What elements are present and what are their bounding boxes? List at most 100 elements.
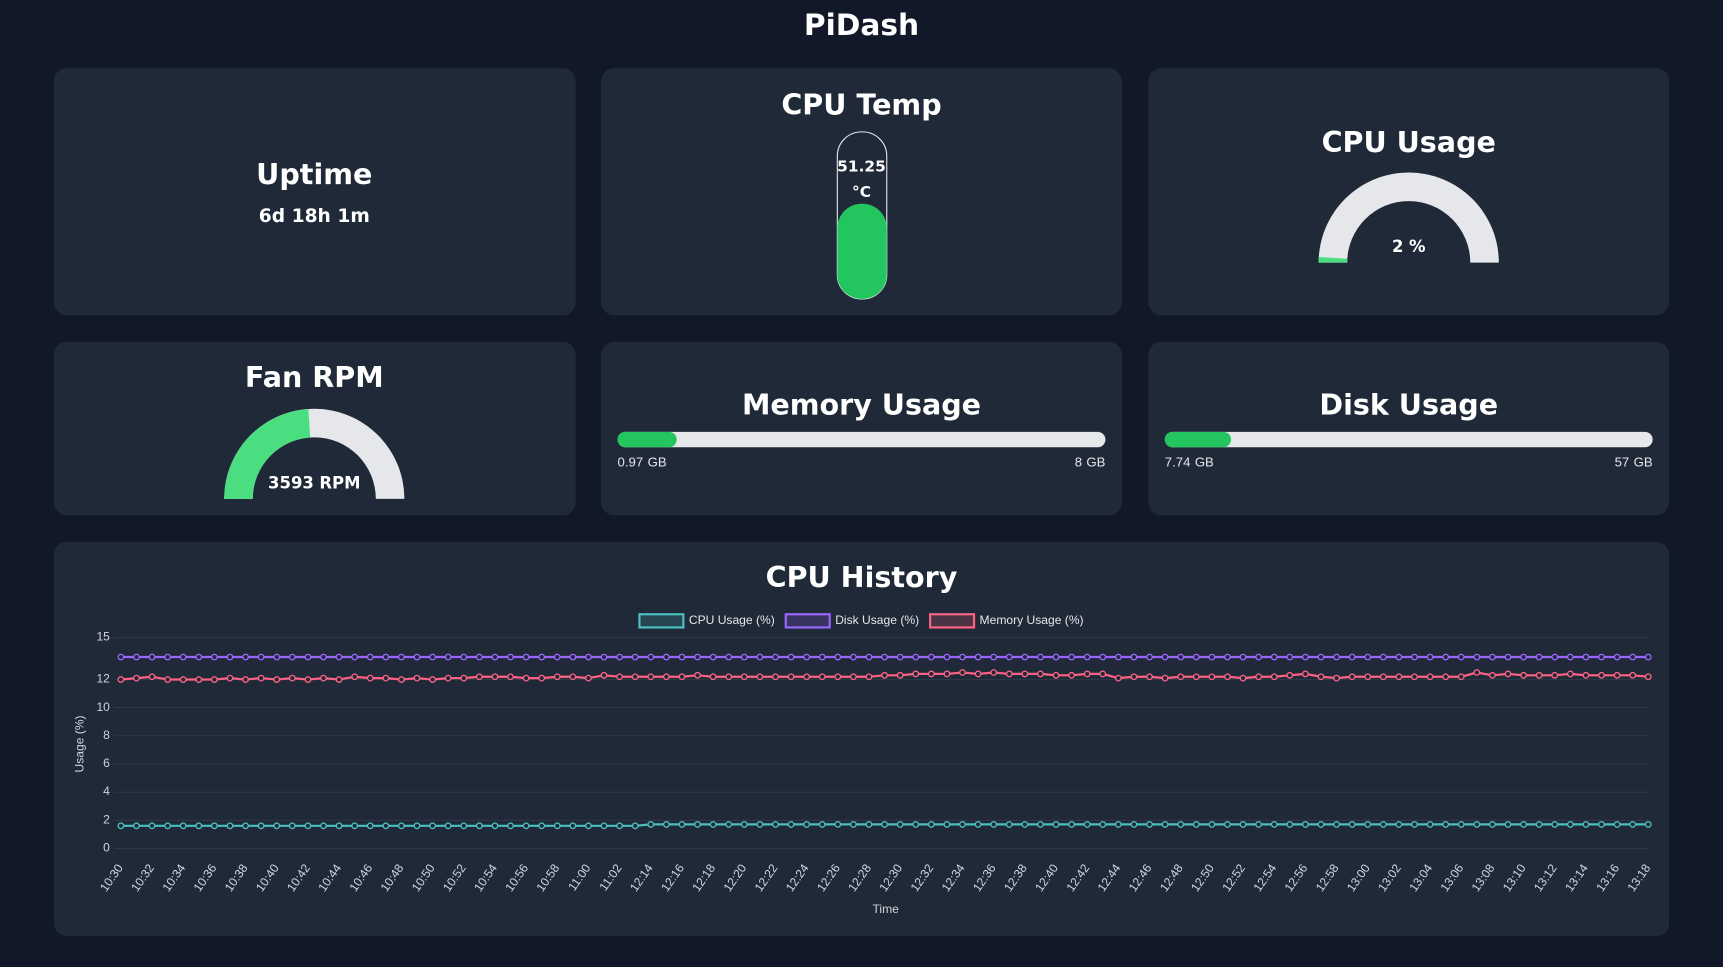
legend-label: CPU Usage (%): [689, 613, 775, 627]
data-point: [1286, 671, 1294, 679]
data-point: [1037, 821, 1044, 828]
data-point: [896, 821, 904, 828]
data-point: [1255, 673, 1263, 681]
data-point: [148, 673, 156, 681]
data-point: [803, 653, 811, 661]
bar-total: 57: [1615, 455, 1630, 470]
data-point: [304, 822, 312, 830]
data-point: [491, 653, 499, 661]
data-point: [803, 821, 811, 828]
data-point: [990, 669, 998, 676]
gauge-unit: %: [1409, 237, 1426, 256]
data-point: [694, 821, 701, 828]
data-point: [1114, 653, 1122, 661]
data-point: [1473, 653, 1481, 661]
data-point: [1457, 673, 1465, 681]
data-point: [475, 673, 483, 681]
data-point: [943, 670, 951, 678]
y-axis-title: Usage (%): [72, 715, 86, 772]
data-point: [273, 676, 281, 683]
data-point: [444, 653, 452, 661]
data-point: [1021, 821, 1029, 828]
data-point: [849, 653, 857, 661]
data-point: [242, 653, 249, 661]
data-point: [1566, 821, 1574, 828]
data-point: [1239, 653, 1247, 661]
chart-title: CPU History: [766, 560, 958, 594]
widget-title: Memory Usage: [742, 388, 981, 422]
data-point: [1161, 674, 1169, 682]
data-point: [1005, 670, 1013, 678]
bar-used: 0.97: [618, 455, 644, 470]
gauge-value: 2: [1392, 237, 1403, 256]
temp-unit: °C: [852, 183, 871, 201]
data-point: [413, 674, 421, 682]
data-point: [1504, 670, 1512, 678]
y-tick-label: 12: [96, 672, 110, 686]
data-point: [1333, 653, 1340, 661]
data-point: [1629, 821, 1637, 828]
widget-title: Disk Usage: [1319, 388, 1498, 422]
bar-fill: [617, 431, 677, 448]
data-point: [1520, 821, 1527, 828]
data-point: [257, 822, 265, 830]
data-point: [288, 674, 296, 682]
data-point: [1348, 653, 1356, 661]
bar-fill: [1164, 431, 1232, 448]
data-point: [1566, 653, 1574, 661]
data-point: [881, 653, 888, 661]
data-point: [1208, 821, 1216, 828]
thermometer-fill: [837, 203, 887, 299]
data-point: [1379, 653, 1387, 661]
data-point: [382, 674, 390, 682]
bar-used-label: 7.74 GB: [1165, 455, 1214, 470]
data-point: [148, 653, 156, 661]
data-point: [1286, 653, 1294, 661]
data-point: [818, 821, 826, 828]
bar-unit: GB: [1195, 455, 1214, 470]
data-point: [210, 822, 218, 830]
data-point: [1535, 821, 1543, 828]
data-point: [226, 674, 234, 682]
data-point: [1535, 671, 1543, 679]
data-point: [912, 821, 920, 828]
data-point: [585, 653, 592, 661]
data-point: [1037, 670, 1044, 678]
data-point: [1598, 671, 1605, 679]
widget-title: CPU Usage: [1322, 125, 1496, 159]
data-point: [288, 653, 296, 661]
bar-unit: GB: [648, 455, 667, 470]
data-point: [709, 653, 717, 661]
data-point: [413, 822, 421, 830]
data-point: [133, 822, 140, 830]
data-point: [1442, 653, 1450, 661]
data-point: [1364, 653, 1372, 661]
legend-label: Disk Usage (%): [835, 613, 919, 627]
data-point: [662, 821, 670, 828]
data-point: [740, 653, 748, 661]
legend-item: CPU Usage (%): [638, 613, 775, 629]
data-point: [522, 822, 530, 830]
data-point: [1208, 653, 1216, 661]
data-point: [865, 821, 873, 828]
bar-track: [1164, 431, 1653, 448]
data-point: [1130, 673, 1138, 681]
data-point: [1286, 821, 1294, 828]
gauge-label: 3593 RPM: [268, 473, 360, 492]
data-point: [507, 822, 514, 830]
data-point: [1395, 653, 1403, 661]
data-point: [538, 653, 546, 661]
card: [53, 541, 1670, 937]
data-point: [538, 674, 546, 682]
data-point: [335, 822, 343, 830]
gauge-value: 3593: [268, 473, 314, 492]
data-point: [647, 673, 655, 681]
data-point: [507, 673, 514, 681]
bar-used: 7.74: [1165, 455, 1191, 470]
data-point: [974, 821, 982, 828]
data-point: [164, 822, 172, 830]
data-point: [1052, 671, 1060, 679]
data-point: [413, 653, 421, 661]
data-point: [1083, 653, 1091, 661]
data-point: [1333, 821, 1340, 828]
